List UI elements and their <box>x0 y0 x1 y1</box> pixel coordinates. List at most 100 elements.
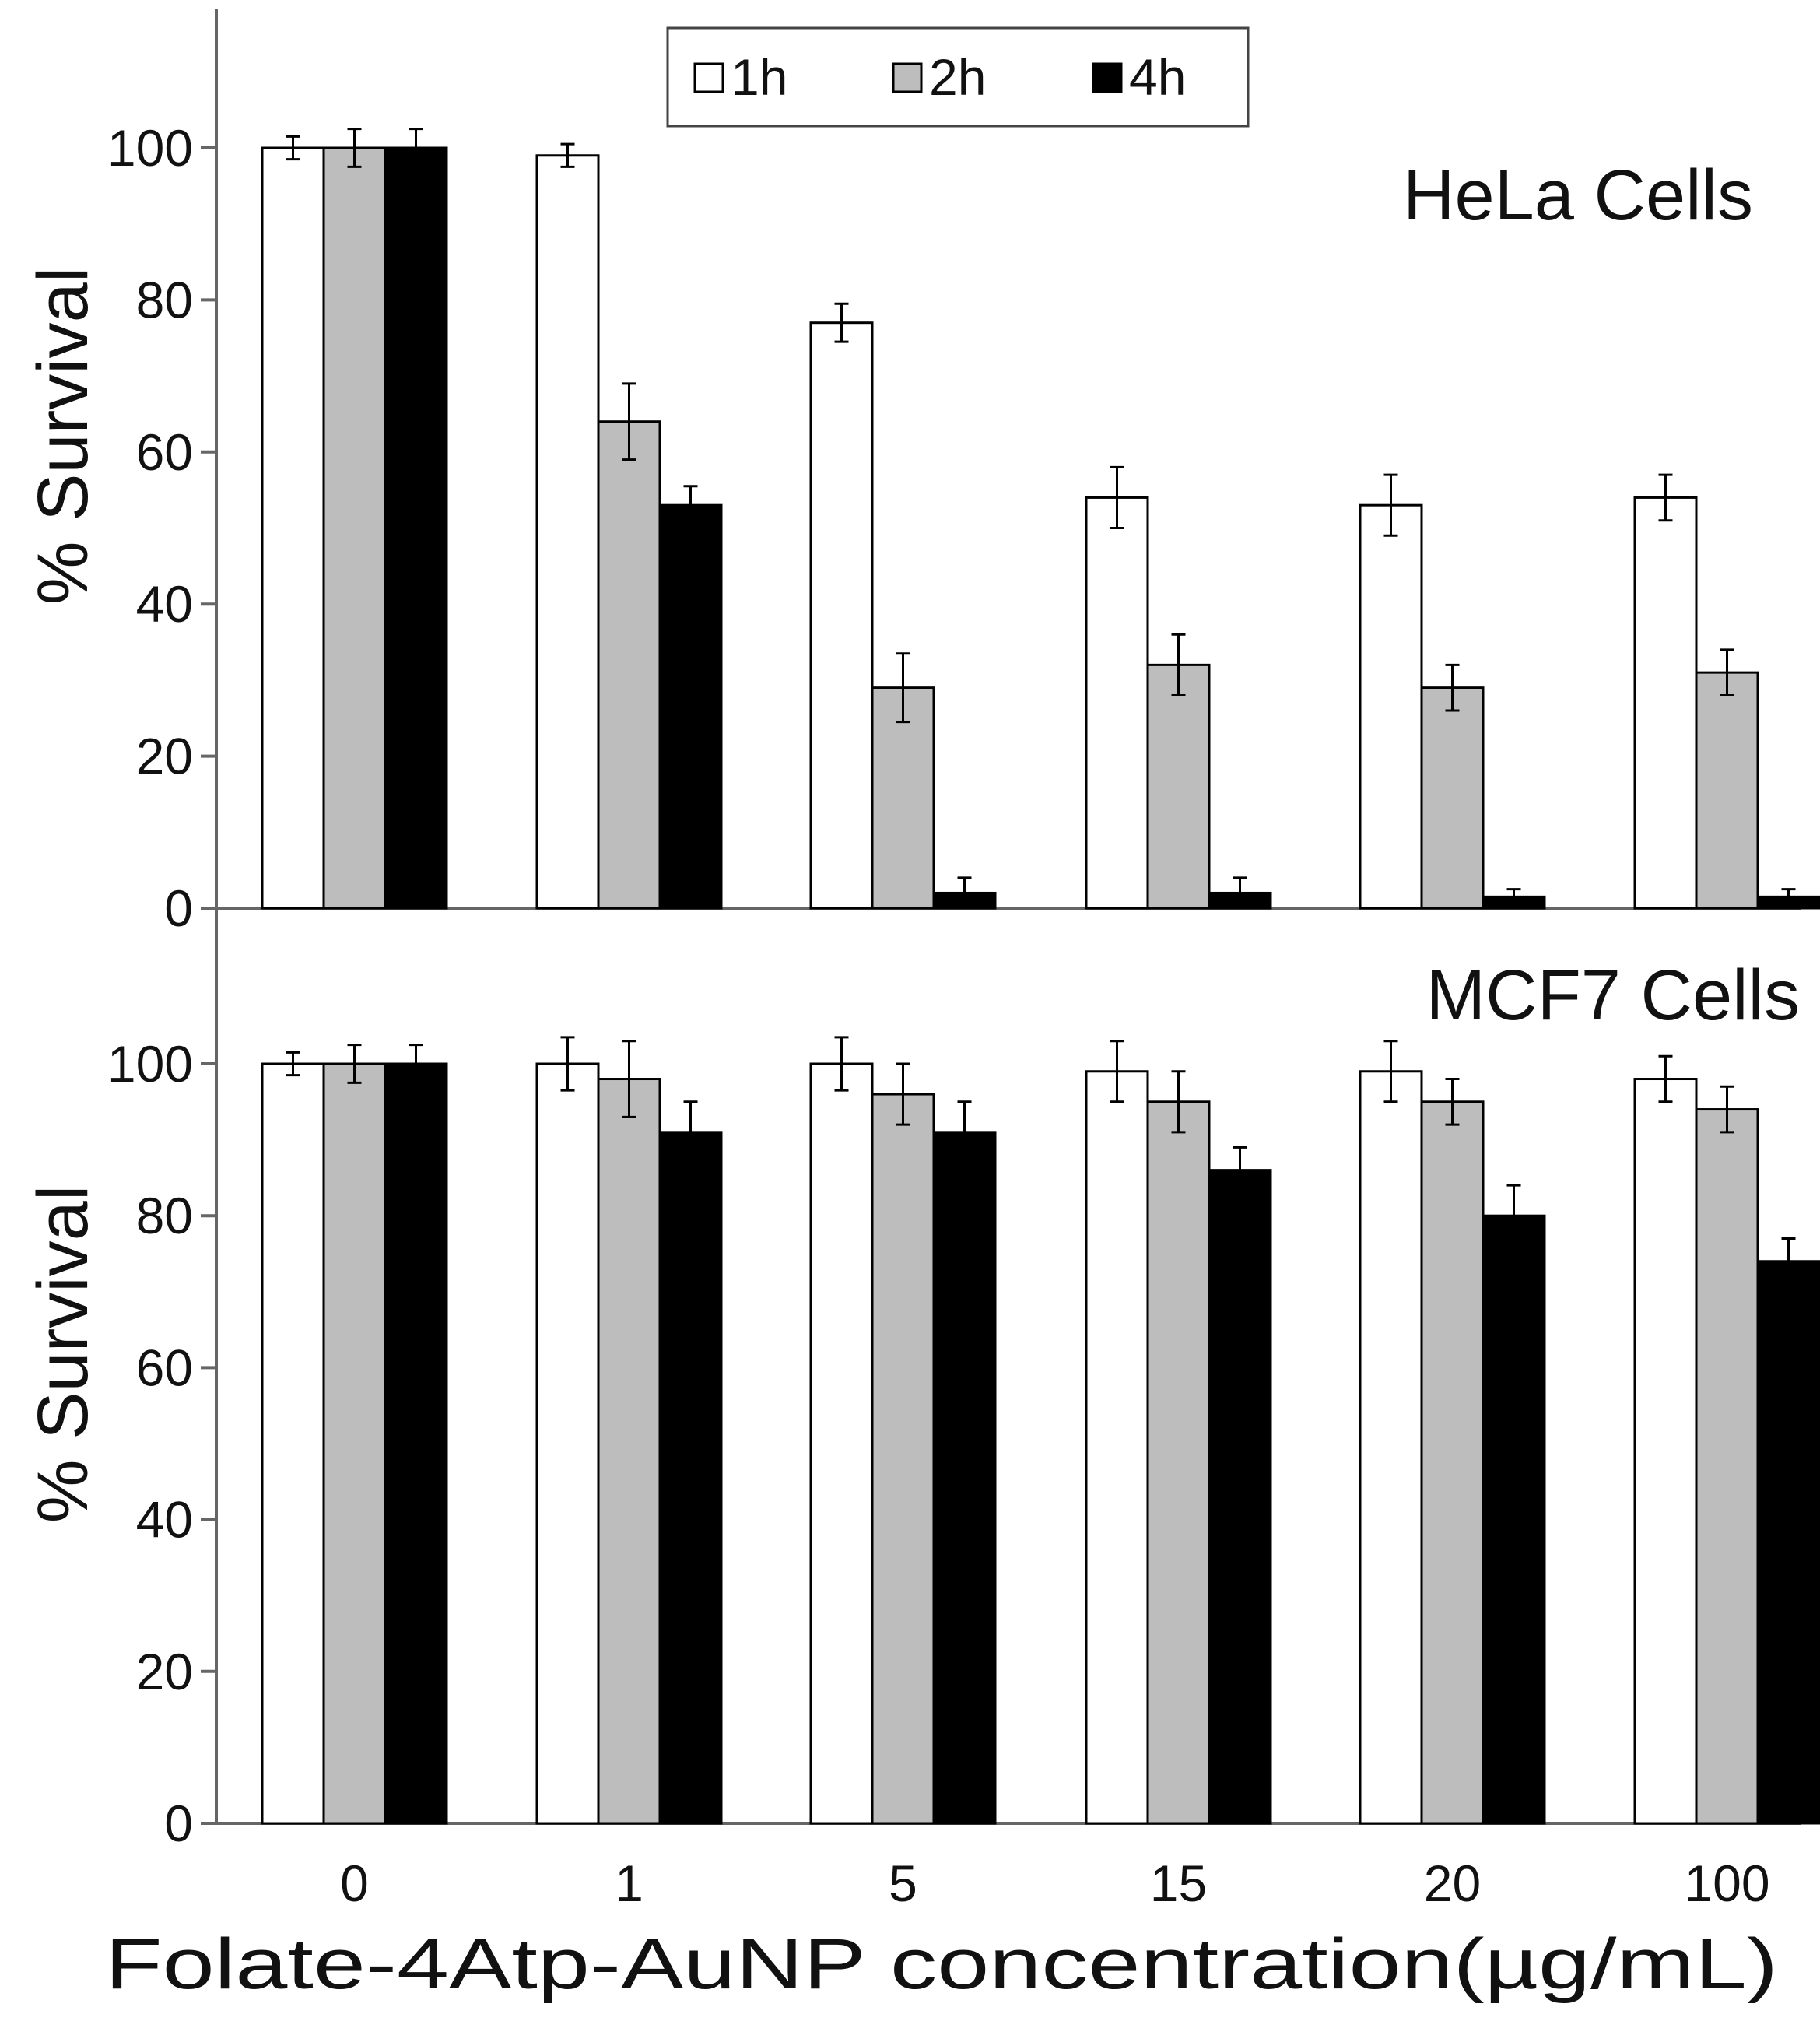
bar-4h-5 <box>932 1131 997 1825</box>
error-bar-4h-15 <box>1233 1146 1247 1195</box>
x-tick-label: 5 <box>889 1854 917 1912</box>
legend-swatch-1h <box>693 62 724 93</box>
error-bar-1h-5 <box>834 302 849 343</box>
error-bar-4h-0 <box>409 1044 423 1084</box>
bar-1h-1 <box>535 1062 600 1825</box>
y-tick-label: 60 <box>136 1339 193 1396</box>
panel-hela: 0 20 40 60 80 100 % Survival HeLa Cells <box>23 119 1820 937</box>
panel-title: MCF7 Cells <box>1426 956 1800 1035</box>
error-bar-4h-20 <box>1506 1184 1521 1247</box>
bar-2h-20 <box>1420 1100 1485 1825</box>
bar-4h-0 <box>384 1062 448 1825</box>
bar-1h-0 <box>261 1062 325 1825</box>
error-bar-1h-100 <box>1658 473 1673 522</box>
bar-1h-20 <box>1359 503 1423 910</box>
bar-4h-100 <box>1756 1260 1820 1825</box>
bar-1h-20 <box>1359 1070 1423 1825</box>
legend-label-2h: 2h <box>929 48 986 106</box>
error-bar-2h-0 <box>347 128 362 168</box>
y-tick-label: 0 <box>164 879 193 937</box>
error-bar-2h-1 <box>622 382 636 461</box>
bar-2h-1 <box>597 1078 661 1825</box>
error-bar-2h-15 <box>1171 1070 1186 1134</box>
error-bar-2h-0 <box>347 1044 362 1084</box>
error-bar-2h-20 <box>1445 663 1460 712</box>
error-bar-1h-1 <box>560 142 575 168</box>
legend-swatch-4h <box>1092 62 1123 93</box>
error-bar-4h-5 <box>957 876 972 910</box>
y-tick-label: 100 <box>107 119 193 177</box>
bar-2h-1 <box>597 420 661 910</box>
error-bar-4h-5 <box>957 1100 972 1164</box>
bar-4h-1 <box>658 1131 723 1825</box>
error-bar-4h-15 <box>1233 876 1247 910</box>
bar-2h-100 <box>1695 671 1759 910</box>
error-bar-1h-0 <box>286 1051 300 1077</box>
bar-2h-0 <box>322 1062 387 1825</box>
error-bar-4h-1 <box>683 1100 698 1164</box>
bar-1h-1 <box>535 154 600 910</box>
y-tick-label: 40 <box>136 1491 193 1549</box>
bar-1h-15 <box>1085 1070 1149 1825</box>
error-bar-1h-15 <box>1110 465 1124 529</box>
bar-1h-100 <box>1633 496 1698 910</box>
error-bar-1h-5 <box>834 1036 849 1092</box>
y-tick-label: 80 <box>136 1187 193 1244</box>
legend: 1h 2h 4h <box>666 26 1250 128</box>
error-bar-4h-100 <box>1781 1237 1796 1286</box>
bar-2h-20 <box>1420 686 1485 910</box>
error-bar-2h-100 <box>1720 1085 1734 1134</box>
bar-4h-20 <box>1482 1214 1546 1825</box>
error-bar-2h-100 <box>1720 648 1734 696</box>
y-tick-label: 20 <box>136 728 193 785</box>
y-tick-label: 60 <box>136 423 193 481</box>
x-tick-label: 15 <box>1150 1854 1207 1912</box>
bar-1h-5 <box>809 321 874 910</box>
error-bar-2h-1 <box>622 1040 636 1118</box>
error-bar-4h-100 <box>1781 888 1796 906</box>
bar-2h-15 <box>1146 663 1211 910</box>
y-tick-label: 0 <box>164 1795 193 1852</box>
bar-1h-5 <box>809 1062 874 1825</box>
y-tick-label: 40 <box>136 575 193 633</box>
error-bar-1h-100 <box>1658 1054 1673 1103</box>
bar-1h-100 <box>1633 1078 1698 1825</box>
x-tick-label: 0 <box>340 1854 369 1912</box>
error-bar-1h-0 <box>286 135 300 161</box>
panel-mcf7: 0 20 40 60 80 100 % Survival MCF7 Cells <box>23 956 1820 1852</box>
y-tick-label: 80 <box>136 271 193 328</box>
bar-2h-15 <box>1146 1100 1211 1825</box>
error-bar-2h-5 <box>896 1062 910 1126</box>
y-axis-label: % Survival <box>23 267 103 605</box>
bar-4h-0 <box>384 146 448 910</box>
bar-1h-0 <box>261 146 325 910</box>
error-bar-4h-1 <box>683 485 698 526</box>
error-bar-1h-1 <box>560 1036 575 1092</box>
error-bar-2h-5 <box>896 652 910 724</box>
error-bar-4h-0 <box>409 128 423 168</box>
error-bar-2h-15 <box>1171 633 1186 696</box>
bar-4h-1 <box>658 503 723 910</box>
legend-label-4h: 4h <box>1129 48 1186 106</box>
error-bar-1h-20 <box>1383 1040 1398 1103</box>
y-tick-label: 100 <box>107 1035 193 1093</box>
error-bar-2h-20 <box>1445 1078 1460 1126</box>
error-bar-4h-20 <box>1506 888 1521 906</box>
x-tick-label: 20 <box>1424 1854 1481 1912</box>
legend-label-1h: 1h <box>731 48 787 106</box>
bar-2h-0 <box>322 146 387 910</box>
legend-swatch-2h <box>892 62 923 93</box>
y-axis-label: % Survival <box>23 1185 103 1524</box>
bar-1h-15 <box>1085 496 1149 910</box>
error-bar-1h-15 <box>1110 1040 1124 1103</box>
panel-title: HeLa Cells <box>1403 156 1753 235</box>
error-bar-1h-20 <box>1383 473 1398 537</box>
x-tick-label: 1 <box>615 1854 643 1912</box>
x-axis-label: Folate-4Atp-AuNP concentration(µg/mL) <box>105 1925 1778 2004</box>
bar-2h-5 <box>871 686 935 910</box>
bar-2h-100 <box>1695 1108 1759 1825</box>
bar-4h-15 <box>1208 1169 1272 1825</box>
x-tick-label: 100 <box>1684 1854 1769 1912</box>
y-tick-label: 20 <box>136 1643 193 1700</box>
